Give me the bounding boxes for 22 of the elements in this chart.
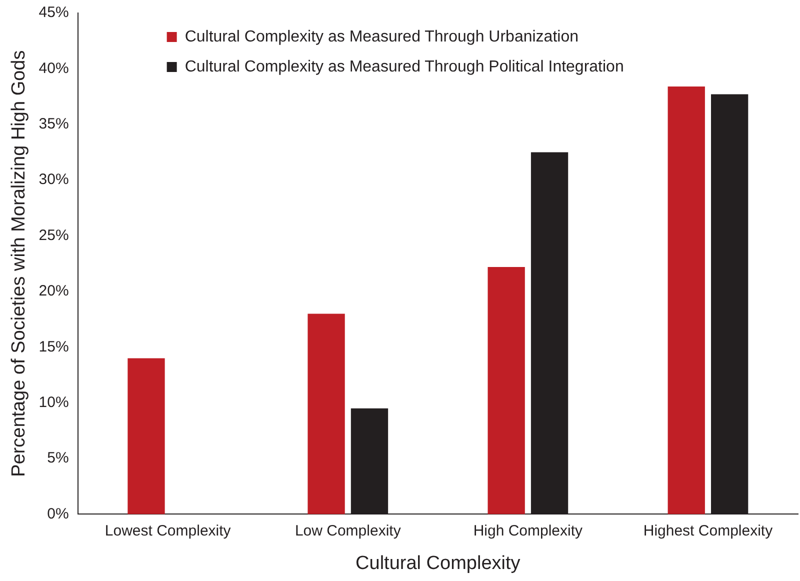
y-tick-label: 25% xyxy=(38,226,69,244)
y-tick-label: 35% xyxy=(38,116,69,133)
y-tick-label: 20% xyxy=(38,282,69,300)
x-axis-title: Cultural Complexity xyxy=(356,552,521,574)
y-tick-label: 5% xyxy=(47,450,69,467)
x-tick-label: Highest Complexity xyxy=(643,522,774,540)
y-tick-label: 40% xyxy=(38,60,69,77)
bar xyxy=(668,86,705,514)
bar xyxy=(128,358,165,514)
legend-label: Cultural Complexity as Measured Through Urbanization xyxy=(184,28,578,46)
y-tick-label: 15% xyxy=(38,338,69,356)
y-tick-label: 10% xyxy=(38,394,69,411)
x-tick-label: Low Complexity xyxy=(294,522,402,540)
bar xyxy=(488,266,525,514)
y-tick-label: 30% xyxy=(38,171,69,188)
legend-label: Cultural Complexity as Measured Through Political Integration xyxy=(184,58,624,76)
x-tick-label: High Complexity xyxy=(473,522,584,540)
y-tick-label: 0% xyxy=(47,505,69,522)
y-axis-title: Percentage of Societies with Moralizing High Gods xyxy=(8,50,30,477)
y-tick-label: 45% xyxy=(38,4,69,22)
x-tick-label: Lowest Complexity xyxy=(104,522,232,540)
bar xyxy=(308,314,345,514)
